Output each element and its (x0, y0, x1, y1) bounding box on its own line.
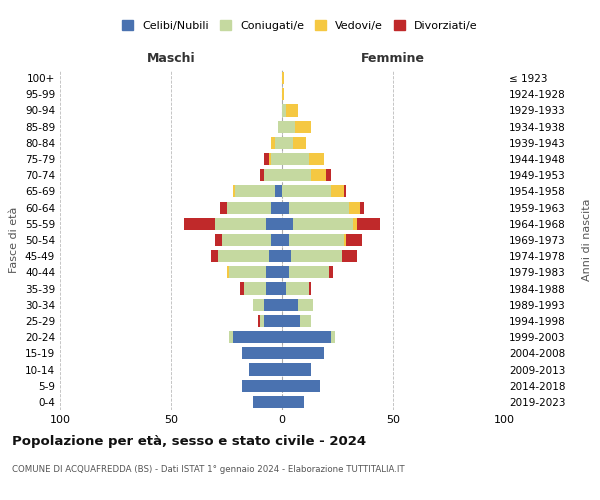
Bar (275, 137, 282, 149)
Bar (358, 218, 380, 230)
Bar (300, 315, 311, 327)
Bar (266, 266, 282, 278)
Bar (286, 104, 298, 117)
Bar (298, 298, 313, 311)
Bar (282, 202, 289, 213)
Bar (326, 169, 331, 181)
Bar (257, 315, 260, 327)
Bar (266, 218, 282, 230)
Bar (244, 282, 266, 294)
Bar (215, 234, 222, 246)
Bar (282, 266, 289, 278)
Bar (271, 234, 282, 246)
Bar (282, 218, 293, 230)
Bar (227, 202, 271, 213)
Bar (308, 282, 311, 294)
Bar (308, 153, 324, 165)
Bar (282, 153, 308, 165)
Bar (282, 396, 304, 408)
Bar (282, 186, 331, 198)
Bar (282, 137, 293, 149)
Bar (346, 234, 362, 246)
Bar (264, 169, 282, 181)
Bar (269, 250, 282, 262)
Bar (282, 282, 286, 294)
Bar (289, 266, 329, 278)
Bar (353, 218, 358, 230)
Bar (271, 137, 275, 149)
Bar (344, 186, 346, 198)
Bar (269, 153, 271, 165)
Bar (329, 266, 333, 278)
Bar (282, 315, 300, 327)
Bar (260, 315, 264, 327)
Bar (282, 331, 331, 343)
Text: Maschi: Maschi (146, 52, 196, 65)
Bar (242, 380, 282, 392)
Bar (215, 218, 266, 230)
Y-axis label: Anni di nascita: Anni di nascita (582, 198, 592, 281)
Y-axis label: Fasce di età: Fasce di età (10, 207, 19, 273)
Bar (211, 250, 218, 262)
Bar (293, 218, 353, 230)
Bar (264, 315, 282, 327)
Bar (282, 364, 311, 376)
Bar (282, 250, 291, 262)
Bar (235, 186, 275, 198)
Bar (360, 202, 364, 213)
Bar (220, 202, 227, 213)
Bar (291, 250, 342, 262)
Bar (282, 72, 284, 84)
Bar (218, 250, 269, 262)
Bar (240, 282, 244, 294)
Bar (233, 331, 282, 343)
Bar (227, 266, 229, 278)
Bar (222, 234, 271, 246)
Bar (266, 282, 282, 294)
Bar (229, 331, 233, 343)
Bar (253, 396, 282, 408)
Bar (233, 186, 235, 198)
Bar (260, 169, 264, 181)
Text: COMUNE DI ACQUAFREDDA (BS) - Dati ISTAT 1° gennaio 2024 - Elaborazione TUTTITALI: COMUNE DI ACQUAFREDDA (BS) - Dati ISTAT … (12, 465, 404, 474)
Bar (282, 298, 298, 311)
Bar (331, 331, 335, 343)
Bar (282, 104, 286, 117)
Text: Popolazione per età, sesso e stato civile - 2024: Popolazione per età, sesso e stato civil… (12, 435, 366, 448)
Bar (229, 266, 266, 278)
Bar (344, 234, 346, 246)
Bar (289, 202, 349, 213)
Bar (293, 137, 307, 149)
Bar (249, 364, 282, 376)
Bar (264, 298, 282, 311)
Bar (271, 202, 282, 213)
Bar (286, 282, 308, 294)
Legend: Celibi/Nubili, Coniugati/e, Vedovi/e, Divorziati/e: Celibi/Nubili, Coniugati/e, Vedovi/e, Di… (118, 16, 482, 35)
Bar (295, 120, 311, 132)
Bar (282, 348, 324, 360)
Bar (264, 153, 269, 165)
Bar (278, 120, 282, 132)
Bar (271, 153, 282, 165)
Text: Femmine: Femmine (361, 52, 425, 65)
Bar (282, 88, 284, 101)
Bar (331, 186, 344, 198)
Bar (275, 186, 282, 198)
Bar (289, 234, 344, 246)
Bar (349, 202, 360, 213)
Bar (311, 169, 326, 181)
Bar (342, 250, 358, 262)
Bar (282, 169, 311, 181)
Bar (282, 120, 295, 132)
Bar (253, 298, 264, 311)
Bar (242, 348, 282, 360)
Bar (184, 218, 215, 230)
Bar (282, 380, 320, 392)
Bar (282, 234, 289, 246)
